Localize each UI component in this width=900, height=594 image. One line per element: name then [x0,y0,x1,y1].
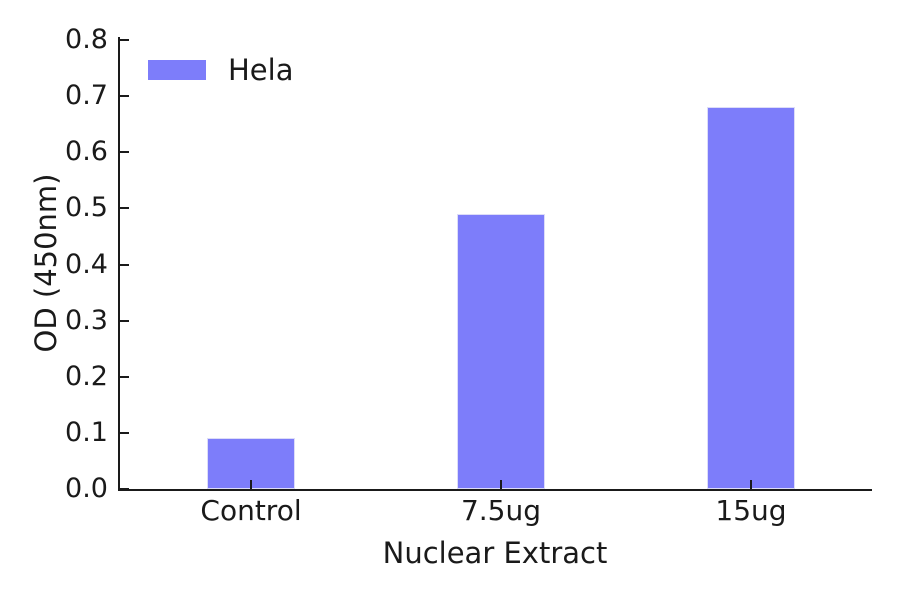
x-tick-mark [500,480,502,489]
y-tick-mark [120,151,129,154]
x-tick-mark [750,480,752,489]
y-tick-mark [120,263,129,266]
y-tick-mark [120,39,129,41]
legend-label: Hela [228,53,294,87]
y-tick-label: 0.4 [65,248,108,280]
bar-15ug [707,107,795,489]
y-tick-mark [120,488,129,490]
y-tick-label: 0.2 [65,360,108,392]
y-tick-label: 0.3 [65,304,108,336]
legend-color-swatch [148,60,206,80]
y-tick-mark [120,319,129,322]
x-tick-label: Control [200,494,302,527]
bar-7.5ug [457,213,545,489]
y-tick-mark [120,207,129,210]
y-tick-mark [120,431,129,434]
x-axis-label: Nuclear Extract [382,536,608,570]
y-tick-mark [120,95,129,98]
x-tick-mark [250,480,252,489]
y-axis-label: OD (450nm) [29,173,63,353]
y-tick-label: 0.5 [65,192,108,224]
y-tick-label: 0.8 [65,24,108,55]
x-axis-line [118,489,872,491]
y-tick-mark [120,375,129,378]
y-axis-line [118,37,120,490]
x-tick-label: 7.5ug [460,494,542,527]
x-tick-label: 15ug [715,494,787,527]
y-tick-label: 0.6 [65,136,108,168]
y-tick-label: 0.7 [65,80,108,112]
y-tick-label: 0.1 [65,416,108,448]
y-tick-label: 0.0 [65,473,108,504]
